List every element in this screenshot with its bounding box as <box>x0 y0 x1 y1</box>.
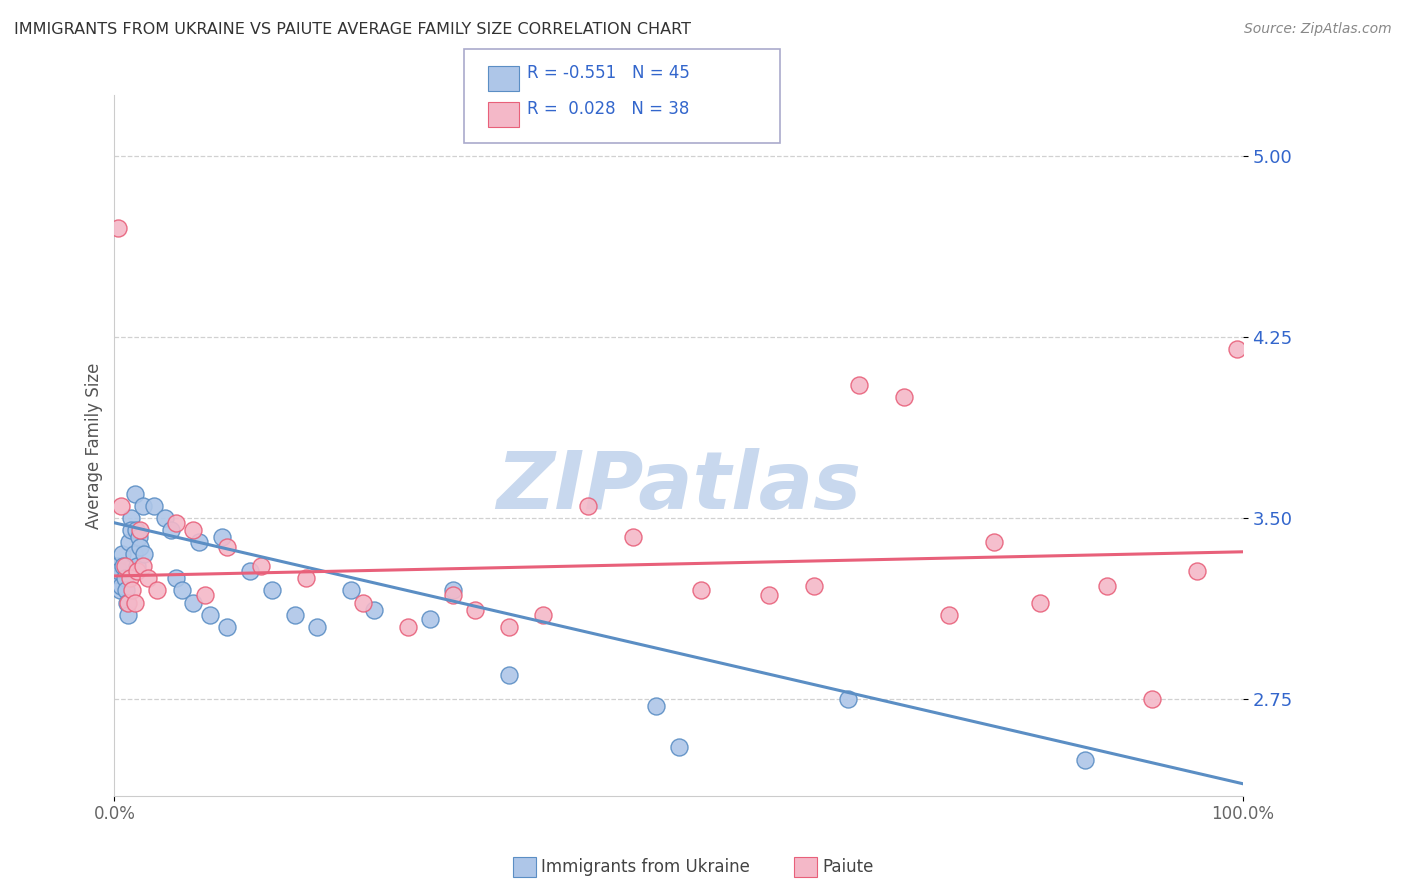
Point <box>183 523 205 537</box>
Point <box>194 588 217 602</box>
Point <box>307 620 329 634</box>
Point <box>848 378 870 392</box>
Point <box>1073 752 1095 766</box>
Point <box>1187 564 1209 578</box>
Point <box>129 540 152 554</box>
Point <box>114 559 136 574</box>
Point <box>118 535 141 549</box>
Text: R =  0.028   N = 38: R = 0.028 N = 38 <box>527 100 689 118</box>
Point <box>498 620 520 634</box>
Point <box>250 559 273 574</box>
Text: Immigrants from Ukraine: Immigrants from Ukraine <box>541 858 751 876</box>
Point <box>284 607 307 622</box>
Point <box>668 740 690 755</box>
Point <box>621 530 644 544</box>
Point <box>159 523 181 537</box>
Point <box>131 559 153 574</box>
Point <box>128 530 150 544</box>
Point <box>837 692 859 706</box>
Text: R = -0.551   N = 45: R = -0.551 N = 45 <box>527 64 690 82</box>
Point <box>340 583 363 598</box>
Point <box>239 564 262 578</box>
Point <box>188 535 211 549</box>
Point <box>211 530 233 544</box>
Point <box>107 571 129 585</box>
Point <box>645 699 668 714</box>
Point <box>183 595 205 609</box>
Point <box>172 583 194 598</box>
Point <box>108 564 131 578</box>
Point <box>352 595 374 609</box>
Point <box>124 595 146 609</box>
Point <box>396 620 419 634</box>
Point <box>142 499 165 513</box>
Point <box>125 564 148 578</box>
Point <box>107 221 129 235</box>
Point <box>217 540 239 554</box>
Point <box>105 559 128 574</box>
Point <box>125 523 148 537</box>
Point <box>363 603 385 617</box>
Point <box>1226 342 1249 356</box>
Point <box>129 523 152 537</box>
Point <box>146 583 169 598</box>
Point <box>938 607 960 622</box>
Point <box>121 583 143 598</box>
Point <box>108 583 131 598</box>
Point <box>115 595 138 609</box>
Point <box>110 579 132 593</box>
Point <box>117 595 139 609</box>
Point <box>262 583 284 598</box>
Text: ZIPatlas: ZIPatlas <box>496 448 860 525</box>
Point <box>131 499 153 513</box>
Text: IMMIGRANTS FROM UKRAINE VS PAIUTE AVERAGE FAMILY SIZE CORRELATION CHART: IMMIGRANTS FROM UKRAINE VS PAIUTE AVERAG… <box>14 22 692 37</box>
Point <box>1095 579 1118 593</box>
Point <box>124 487 146 501</box>
Point <box>576 499 599 513</box>
Point <box>114 583 136 598</box>
Point <box>114 571 136 585</box>
Point <box>758 588 780 602</box>
Point <box>217 620 239 634</box>
Point <box>498 668 520 682</box>
Point <box>690 583 713 598</box>
Text: Source: ZipAtlas.com: Source: ZipAtlas.com <box>1244 22 1392 37</box>
Point <box>120 523 142 537</box>
Point <box>441 588 464 602</box>
Point <box>110 499 132 513</box>
Point <box>136 571 159 585</box>
Point <box>125 559 148 574</box>
Point <box>132 547 155 561</box>
Point <box>153 511 176 525</box>
Point <box>122 547 145 561</box>
Point <box>120 511 142 525</box>
Point <box>1142 692 1164 706</box>
Point <box>419 612 441 626</box>
Point <box>112 559 135 574</box>
Point <box>1028 595 1050 609</box>
Point <box>983 535 1005 549</box>
Point <box>166 516 188 530</box>
Point <box>893 390 915 404</box>
Point <box>120 571 142 585</box>
Text: Paiute: Paiute <box>823 858 875 876</box>
Point <box>441 583 464 598</box>
Point <box>166 571 188 585</box>
Point <box>295 571 318 585</box>
Point <box>803 579 825 593</box>
Point <box>117 607 139 622</box>
Point <box>200 607 222 622</box>
Point <box>531 607 554 622</box>
Point <box>111 547 134 561</box>
Y-axis label: Average Family Size: Average Family Size <box>86 362 103 529</box>
Point <box>464 603 486 617</box>
